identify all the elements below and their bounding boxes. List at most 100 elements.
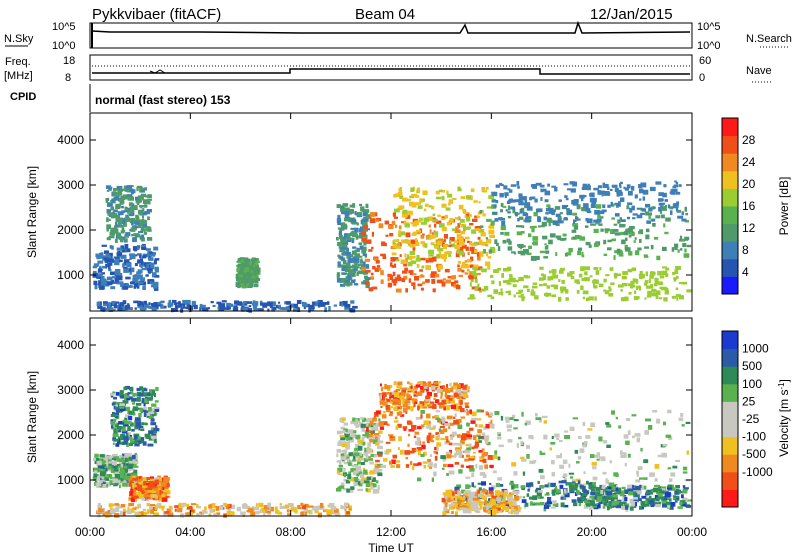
power-cell — [409, 243, 415, 248]
power-cell — [550, 275, 554, 281]
vel-cell — [668, 498, 672, 502]
power-cell — [593, 228, 599, 233]
vel-cell — [125, 406, 131, 411]
vel-cell — [592, 476, 598, 481]
power-cell — [674, 180, 677, 183]
power-colorbar-segment — [722, 241, 738, 260]
vel-cell — [389, 435, 396, 441]
vel-cell — [571, 499, 577, 503]
power-cell — [498, 292, 502, 295]
vel-cell — [146, 412, 151, 416]
vel-cell — [469, 409, 472, 414]
vel-cell — [149, 504, 156, 507]
power-cell — [239, 263, 243, 266]
power-cell — [652, 292, 658, 296]
vel-cell — [131, 496, 136, 500]
vel-cell — [378, 430, 383, 434]
vel-cell — [431, 477, 434, 482]
vel-cell — [440, 455, 446, 459]
vel-cell — [409, 406, 415, 409]
power-cell — [121, 249, 126, 253]
power-cell — [501, 221, 506, 226]
power-cell — [626, 184, 631, 189]
power-cell — [355, 235, 359, 240]
power-cell — [411, 193, 417, 197]
vel-cell — [434, 456, 438, 461]
vel-cell — [426, 413, 431, 419]
vel-cell — [469, 493, 475, 498]
power-cell — [253, 308, 259, 312]
vel-cell — [583, 441, 588, 445]
power-cell — [380, 253, 386, 257]
power-cell — [340, 283, 346, 287]
power-cell — [594, 296, 597, 301]
vel-cell — [676, 496, 680, 501]
power-cell — [336, 218, 342, 224]
vel-cell — [128, 415, 133, 421]
power-cell — [412, 231, 418, 235]
vel-cell — [465, 484, 470, 490]
vel-cell — [407, 443, 410, 447]
power-cell — [113, 213, 118, 217]
vel-cell — [480, 494, 484, 498]
power-cell — [619, 224, 624, 228]
power-cell — [511, 279, 515, 283]
vel-cell — [382, 392, 387, 397]
power-cell — [336, 274, 340, 279]
power-cell — [269, 301, 272, 305]
vel-cell — [471, 411, 477, 417]
vel-cell — [435, 452, 439, 455]
vel-cell — [375, 442, 380, 446]
vel-cell — [595, 491, 601, 497]
power-cell — [486, 218, 492, 222]
power-cell — [242, 274, 247, 279]
power-cell — [505, 209, 508, 212]
power-cell — [502, 239, 507, 244]
vel-cell — [503, 495, 506, 501]
vel-cell — [617, 501, 623, 506]
power-cell — [566, 188, 572, 191]
power-cell — [518, 216, 524, 220]
vel-cell — [540, 475, 545, 480]
time-tick-label: 20:00 — [577, 525, 607, 539]
vel-cell — [455, 388, 462, 394]
vel-cell — [569, 490, 575, 494]
vel-cell — [405, 464, 410, 468]
power-cell — [544, 190, 551, 196]
power-cell — [138, 231, 144, 234]
power-cell — [398, 188, 402, 192]
vel-cell — [641, 506, 644, 510]
power-cell — [121, 224, 124, 228]
vel-cell — [613, 496, 618, 500]
vel-cell — [675, 485, 680, 489]
power-cell — [129, 271, 132, 275]
vel-cell — [511, 414, 516, 419]
vel-cell — [151, 488, 158, 494]
vel-cell — [562, 459, 568, 464]
vel-cell — [347, 474, 352, 479]
power-cell — [131, 234, 136, 237]
vel-ytick-label: 1000 — [57, 473, 84, 487]
power-cell — [457, 188, 462, 192]
vel-cell — [608, 496, 613, 500]
power-cell — [538, 225, 541, 228]
power-cell — [118, 281, 124, 285]
power-cell — [456, 249, 460, 254]
power-cell — [507, 246, 513, 251]
power-cell — [552, 274, 559, 279]
power-cell — [370, 212, 376, 217]
vel-cell — [568, 463, 571, 468]
power-cell — [488, 229, 495, 235]
vel-cell — [130, 497, 135, 503]
vel-cell — [138, 427, 141, 431]
vel-cell — [441, 385, 445, 388]
power-cell — [523, 249, 529, 254]
power-cell — [344, 279, 349, 283]
vel-cell — [636, 490, 642, 495]
power-cell — [448, 202, 451, 206]
vel-cell — [124, 395, 130, 401]
vel-cell — [484, 464, 488, 469]
vel-cell — [582, 421, 586, 427]
power-cell — [119, 200, 124, 205]
vel-cell — [496, 497, 502, 502]
